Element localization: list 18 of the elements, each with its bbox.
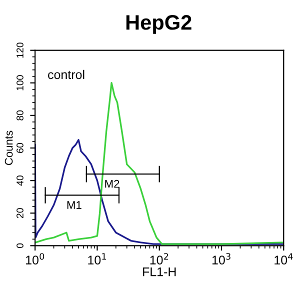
y-tick-label: 20 bbox=[16, 208, 24, 218]
chart-title: HepG2 bbox=[126, 15, 192, 34]
x-tick-label: 10$^{1}$ bbox=[88, 253, 106, 264]
annotation: M2 bbox=[105, 180, 120, 188]
y-axis-title: Counts bbox=[4, 130, 13, 166]
annotation: control bbox=[48, 70, 84, 80]
y-tick-label: 40 bbox=[16, 176, 24, 186]
y-tick-label: 120 bbox=[16, 42, 24, 58]
y-tick-label: 80 bbox=[16, 110, 24, 120]
x-tick-label: 10$^{4}$ bbox=[274, 253, 293, 264]
x-tick-label: 10$^{3}$ bbox=[212, 253, 230, 264]
x-tick-label: 10$^{2}$ bbox=[150, 253, 168, 264]
x-axis-title: FL1-H bbox=[143, 268, 176, 276]
annotation: M1 bbox=[67, 201, 82, 209]
y-tick-label: 100 bbox=[16, 75, 24, 90]
y-tick-label: 0 bbox=[16, 243, 24, 248]
x-tick-label: 10$^{0}$ bbox=[26, 253, 44, 264]
y-tick-label: 60 bbox=[16, 142, 24, 153]
